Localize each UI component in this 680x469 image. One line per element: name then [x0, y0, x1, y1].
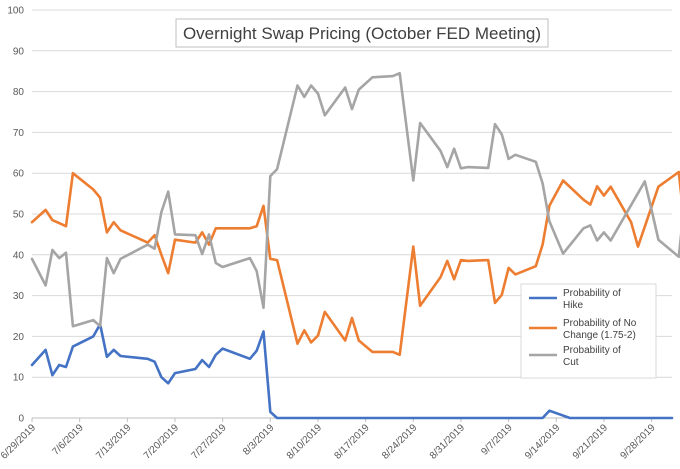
- chart-title: Overnight Swap Pricing (October FED Meet…: [183, 24, 541, 43]
- y-tick-label: 70: [13, 128, 25, 139]
- y-axis-tick-labels: 0 10 20 30 40 50 60 70 80 90 100: [7, 6, 24, 425]
- legend-entry-label: Probability of Cut: [563, 345, 621, 368]
- chart-title-frame: [175, 18, 549, 48]
- y-tick-label: 100: [7, 6, 24, 17]
- series-line-1: [30, 322, 674, 420]
- legend-frame: [520, 283, 657, 379]
- y-tick-label: 50: [13, 210, 25, 221]
- y-tick-label: 40: [13, 250, 25, 261]
- legend-entry-label: Probability of No Change (1.75-2): [563, 318, 637, 341]
- chart-title-box: Overnight Swap Pricing (October FED Meet…: [175, 18, 549, 48]
- legend-entry-label: Probability of Hike: [563, 288, 621, 311]
- y-tick-label: 60: [13, 169, 25, 180]
- y-tick-label: 90: [13, 46, 25, 57]
- series-line-2: [30, 170, 680, 357]
- gridlines: [31, 9, 672, 422]
- y-tick-label: 80: [13, 87, 25, 98]
- y-tick-label: 20: [13, 332, 25, 343]
- legend-entries: Probability of Hike Probability of No Chang…: [529, 288, 637, 368]
- y-tick-label: 30: [13, 291, 25, 302]
- legend: Probability of Hike Probability of No Chang…: [520, 283, 657, 379]
- series-lines: [30, 71, 680, 420]
- y-tick-label: 10: [13, 373, 25, 384]
- y-tick-label: 0: [18, 414, 24, 425]
- series-line-3: [30, 71, 680, 328]
